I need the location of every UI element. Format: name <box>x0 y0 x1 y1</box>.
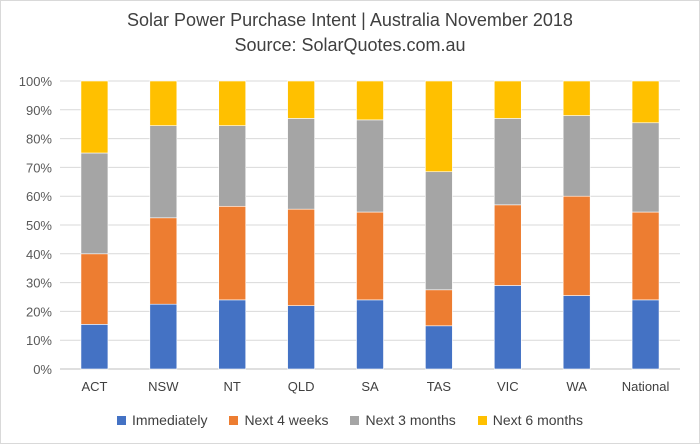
bar-segment <box>356 299 384 370</box>
bar-segment <box>425 171 453 291</box>
bar-segment <box>631 211 660 301</box>
bar-segment <box>631 122 660 213</box>
x-tick-label: WA <box>566 379 587 394</box>
legend-label: Next 4 weeks <box>244 412 329 428</box>
bar-segment <box>493 204 522 286</box>
bar-segment <box>425 80 453 173</box>
x-tick-label: TAS <box>427 379 452 394</box>
bar-segment <box>425 289 453 327</box>
chart-legend: Immediately Next 4 weeks Next 3 months Next… <box>0 412 700 428</box>
legend-swatch <box>350 415 360 425</box>
bar-segment <box>493 118 522 206</box>
bar-segment <box>287 305 315 370</box>
bar-segment <box>356 80 384 121</box>
x-tick-label: National <box>622 379 670 394</box>
bar-segment <box>287 118 315 210</box>
bar-segment <box>149 217 178 305</box>
bar-segment <box>493 285 522 370</box>
bar-segment <box>80 253 109 325</box>
bar-segment <box>287 208 315 306</box>
bar-segment <box>562 295 591 370</box>
y-tick-label: 80% <box>26 132 52 147</box>
x-tick-label: VIC <box>497 379 519 394</box>
y-tick-label: 90% <box>26 103 52 118</box>
bar-segment <box>631 80 660 124</box>
bar-segment <box>562 115 591 197</box>
x-tick-label: ACT <box>81 379 107 394</box>
bar-segment <box>562 195 591 296</box>
legend-label: Next 3 months <box>365 412 456 428</box>
y-tick-label: 100% <box>19 74 53 89</box>
x-tick-label: NT <box>224 379 241 394</box>
legend-label: Next 6 months <box>492 412 584 428</box>
y-tick-label: 70% <box>26 160 52 175</box>
legend-item: Next 6 months <box>477 412 584 428</box>
bar-segment <box>80 152 109 255</box>
bar-segment <box>149 80 178 126</box>
bar-segment <box>356 119 384 213</box>
bar-segment <box>218 299 247 370</box>
legend-item: Next 4 weeks <box>229 412 328 428</box>
legend-swatch <box>477 415 487 425</box>
x-tick-label: QLD <box>288 379 315 394</box>
legend-swatch <box>116 415 126 425</box>
legend-label: Immediately <box>131 412 208 428</box>
legend-swatch <box>229 415 239 425</box>
chart-subtitle: Source: SolarQuotes.com.au <box>234 35 466 55</box>
y-tick-label: 40% <box>26 247 52 262</box>
chart-title-block: Solar Power Purchase Intent | Australia … <box>0 8 700 58</box>
y-tick-label: 20% <box>26 304 52 319</box>
y-tick-label: 60% <box>26 189 52 204</box>
bar-segment <box>218 205 247 301</box>
bar-segment <box>149 303 178 370</box>
bar-segment <box>218 125 247 207</box>
bar-segment <box>80 80 109 154</box>
y-tick-label: 30% <box>26 276 52 291</box>
bar-segment <box>425 325 453 370</box>
bar-segment <box>80 324 109 370</box>
bar-segment <box>562 80 591 116</box>
chart-title: Solar Power Purchase Intent | Australia … <box>127 10 573 30</box>
bar-segment <box>356 211 384 301</box>
bar-segment <box>493 80 522 119</box>
legend-item: Next 3 months <box>350 412 456 428</box>
bar-segment <box>149 125 178 219</box>
bar-segment <box>631 299 660 370</box>
y-tick-label: 0% <box>33 362 52 377</box>
y-tick-label: 10% <box>26 333 52 348</box>
x-tick-label: NSW <box>148 379 179 394</box>
bar-segment <box>287 80 315 119</box>
bar-segment <box>218 80 247 126</box>
y-tick-label: 50% <box>26 218 52 233</box>
legend-item: Immediately <box>116 412 208 428</box>
x-tick-label: SA <box>361 379 379 394</box>
